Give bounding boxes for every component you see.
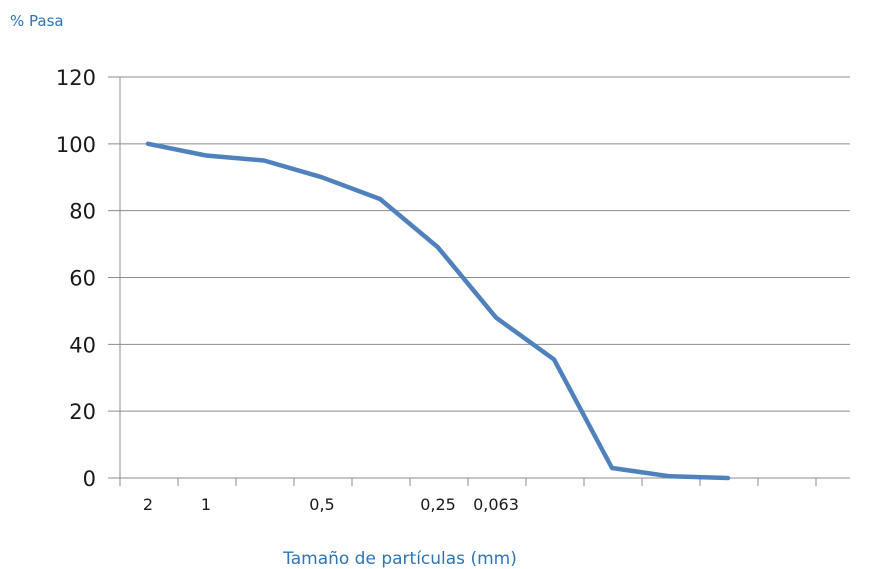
x-axis-label: Tamaño de partículas (mm) <box>282 549 517 569</box>
gridlines <box>108 76 850 479</box>
y-tick-label: 0 <box>83 467 96 491</box>
y-tick-label: 20 <box>69 400 96 424</box>
x-axis <box>119 77 817 486</box>
y-tick-label: 40 <box>69 333 96 357</box>
y-tick-label: 60 <box>69 267 96 291</box>
x-tick-label: 0,25 <box>420 495 456 514</box>
x-tick-label: 2 <box>143 495 153 514</box>
series <box>145 141 731 481</box>
x-tick-label: 1 <box>201 495 211 514</box>
y-tick-label: 80 <box>69 200 96 224</box>
x-tick-label: 0,063 <box>473 495 519 514</box>
series-line <box>145 141 731 481</box>
x-tick-labels: 2 1 0,5 0,25 0,063 <box>143 495 519 514</box>
y-tick-label: 120 <box>56 66 96 90</box>
y-tick-label: 100 <box>56 133 96 157</box>
y-axis-label: % Pasa <box>10 12 64 30</box>
x-tick-label: 0,5 <box>309 495 334 514</box>
y-tick-labels: 0 20 40 60 80 100 120 <box>56 66 96 491</box>
